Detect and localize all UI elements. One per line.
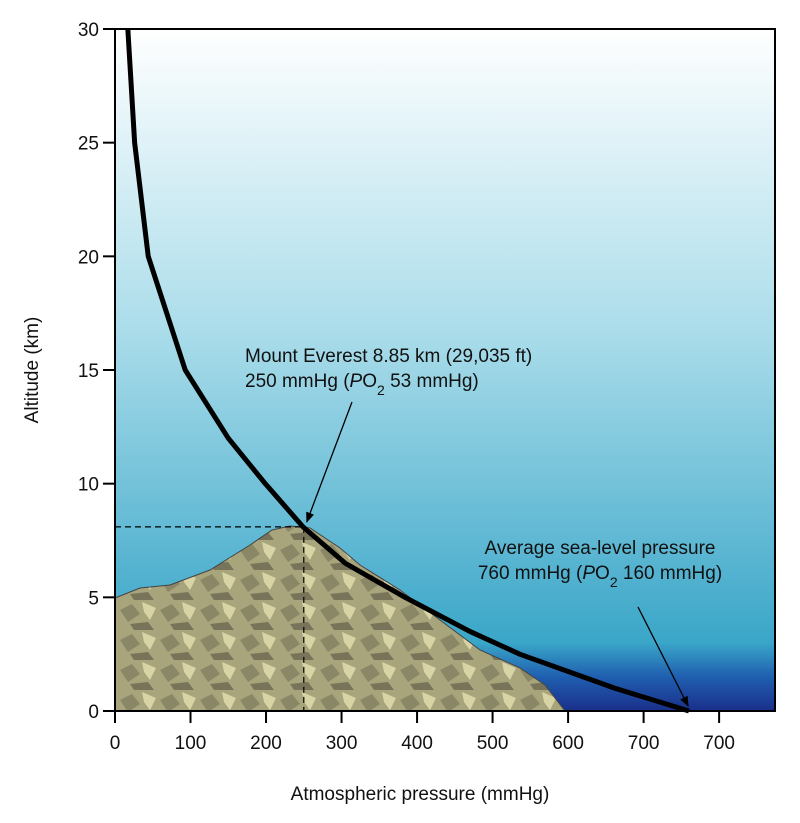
annotation-part: O	[595, 563, 610, 584]
y-tick-label: 10	[78, 475, 99, 496]
mountain	[114, 525, 567, 712]
x-tick-label: 700	[703, 733, 735, 754]
annotation-text: 250 mmHg (PO2 53 mmHg)	[245, 371, 479, 398]
annotation-part: 760 mmHg (	[478, 563, 583, 584]
annotation-text: Mount Everest 8.85 km (29,035 ft)	[245, 346, 532, 367]
x-tick-label: 0	[110, 733, 121, 754]
annotation-part: P	[350, 371, 363, 392]
x-tick-label: 500	[477, 733, 509, 754]
annotation-arrow	[306, 401, 353, 523]
annotation-part: 2	[377, 382, 385, 398]
annotation-part: O	[362, 371, 377, 392]
y-tick-label: 25	[78, 134, 99, 155]
annotation-part: P	[582, 563, 595, 584]
annotation-part: Mount Everest 8.85 km (29,035 ft)	[245, 346, 532, 367]
pressure-curve	[125, 28, 690, 714]
annotation-part: Average sea-level pressure	[485, 538, 716, 559]
y-tick-label: 0	[88, 702, 99, 723]
annotation-text: Average sea-level pressure	[485, 538, 716, 559]
y-tick-label: 20	[78, 247, 99, 268]
y-tick-label: 30	[78, 20, 99, 41]
annotation-part: 160 mmHg)	[618, 563, 723, 584]
annotation-arrow	[637, 606, 689, 707]
x-tick-label: 200	[250, 733, 282, 754]
x-tick-label: 700	[628, 733, 660, 754]
x-tick-label: 100	[175, 733, 207, 754]
y-axis-label: Altitude (km)	[22, 317, 43, 424]
annotation-part: 2	[610, 574, 618, 590]
x-tick-label: 600	[552, 733, 584, 754]
y-tick-label: 5	[88, 588, 99, 609]
annotation-part: 250 mmHg (	[245, 371, 350, 392]
x-tick-label: 400	[401, 733, 433, 754]
annotation-text: 760 mmHg (PO2 160 mmHg)	[478, 563, 722, 590]
y-tick-label: 15	[78, 361, 99, 382]
annotation-part: 53 mmHg)	[385, 371, 479, 392]
x-tick-label: 300	[326, 733, 358, 754]
x-axis-label: Atmospheric pressure (mmHg)	[291, 784, 550, 805]
